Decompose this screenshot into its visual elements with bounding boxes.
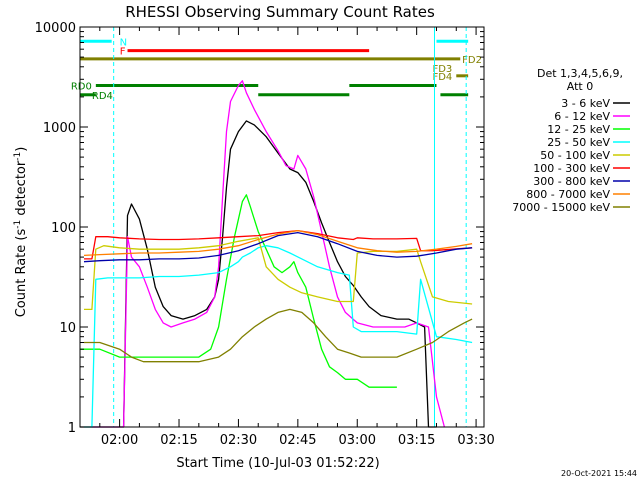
series-line (84, 229, 473, 260)
x-tick-label: 02:00 (101, 433, 138, 448)
legend-header-1: Det 1,3,4,5,6,9, (537, 67, 623, 80)
y-axis-label: Count Rate (s-1 detector-1) (13, 147, 29, 318)
legend-label: 3 - 6 keV (561, 97, 610, 110)
series-line (83, 231, 473, 263)
y-tick-label: 10 (59, 321, 76, 336)
x-tick-label: 03:15 (398, 433, 435, 448)
x-tick-label: 02:30 (220, 433, 257, 448)
y-axis-ticks: 1 10 100 1000 10000 (35, 21, 484, 436)
x-tick-label: 02:45 (279, 433, 316, 448)
flag-label-fd3: FD3 (432, 64, 452, 75)
series-line (84, 237, 473, 311)
x-axis-ticks: 02:00 02:15 02:30 02:45 03:00 03:15 03:30 (79, 27, 495, 448)
flag-label-rd4: RD4 (92, 91, 113, 102)
flag-label-fd2: FD2 (462, 55, 482, 66)
legend-label: 25 - 50 keV (547, 136, 610, 149)
x-tick-label: 03:30 (457, 433, 494, 448)
legend-label: 300 - 800 keV (533, 175, 610, 188)
x-tick-label: 02:15 (160, 433, 197, 448)
flag-label-fd4: FD4 (432, 72, 452, 83)
legend-label: 50 - 100 keV (540, 149, 610, 162)
legend-header-2: Att 0 (567, 80, 593, 93)
series-line (84, 308, 473, 363)
y-tick-label: 100 (51, 221, 76, 236)
legend-label: 800 - 7000 keV (526, 188, 610, 201)
series-line (80, 120, 437, 428)
legend-label: 100 - 300 keV (533, 162, 610, 175)
x-axis-label: Start Time (10-Jul-03 01:52:22) (176, 456, 379, 471)
series-line (80, 194, 397, 388)
series-line (83, 229, 473, 257)
flag-label-f: F (120, 47, 126, 58)
date-stamp: 20-Oct-2021 15:44 (561, 469, 637, 478)
legend-label: 12 - 25 keV (547, 123, 610, 136)
y-tick-label: 10000 (35, 21, 76, 36)
series-line (84, 245, 473, 428)
y-tick-label: 1000 (43, 121, 76, 136)
flag-label-rd0: RD0 (71, 82, 92, 93)
y-tick-label: 1 (68, 421, 76, 436)
series-lines (80, 80, 473, 428)
legend-label: 7000 - 15000 keV (512, 201, 610, 214)
chart-title: RHESSI Observing Summary Count Rates (125, 3, 435, 21)
legend-label: 6 - 12 keV (554, 110, 610, 123)
series-line (91, 80, 446, 428)
x-tick-label: 03:00 (339, 433, 376, 448)
flag-label-n: N (120, 37, 127, 48)
